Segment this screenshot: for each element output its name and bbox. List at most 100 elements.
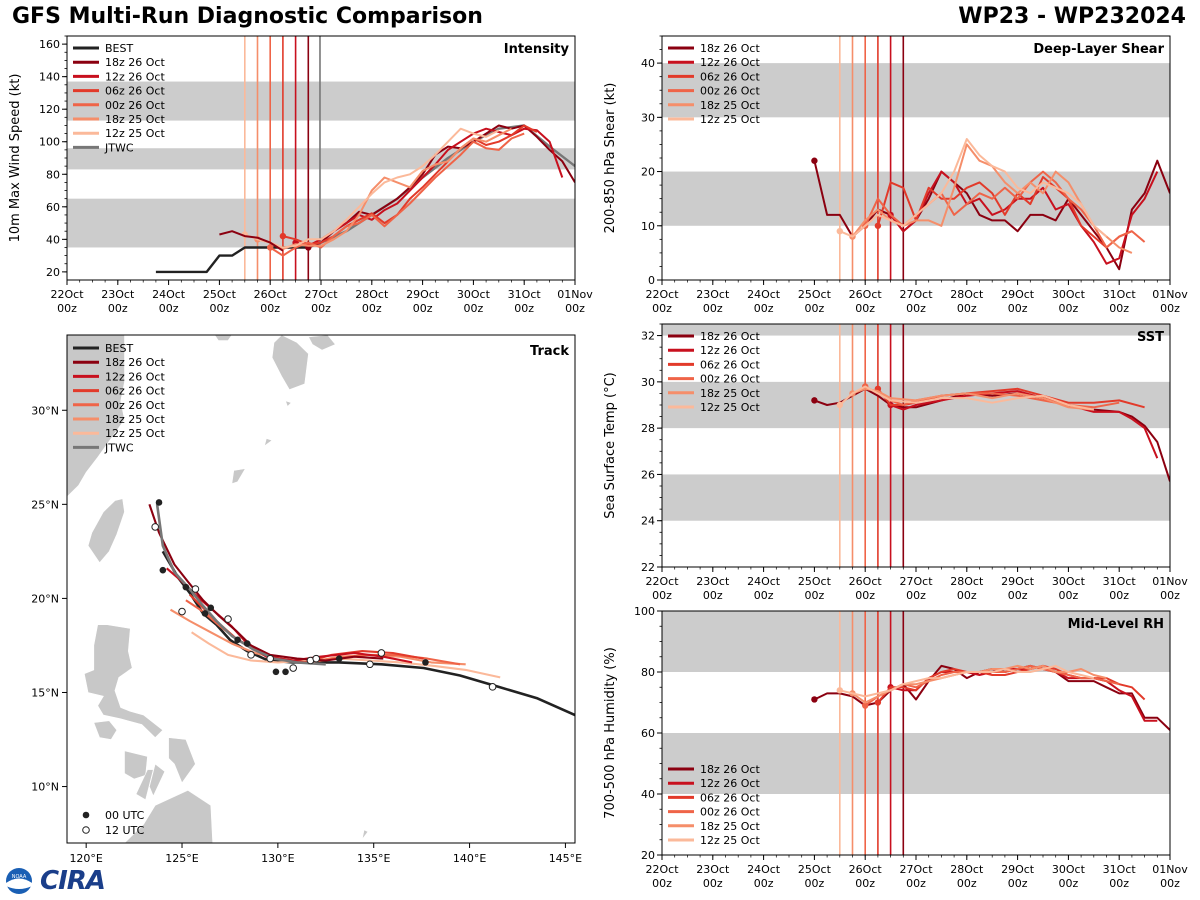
- x-tick-label: 01Nov 00z: [557, 288, 593, 315]
- y-tick-label: 26: [641, 468, 655, 481]
- y-tick-label: 100: [634, 605, 655, 618]
- x-tick-label: 135°E: [357, 852, 390, 865]
- legend-label: 12z 25 Oct: [700, 401, 760, 414]
- x-tick-label: 27Oct 00z: [899, 575, 933, 602]
- shaded-band: [662, 733, 1170, 794]
- land-luzon: [83, 624, 164, 739]
- x-tick-label: 01Nov 00z: [1152, 863, 1188, 890]
- x-tick-label: 31Oct 00z: [508, 288, 542, 315]
- y-tick-label: 40: [641, 788, 655, 801]
- legend-label: 12z 25 Oct: [105, 427, 165, 440]
- run-start-marker: [836, 228, 843, 235]
- legend-label: 12z 26 Oct: [105, 370, 165, 383]
- y-tick-label: 28: [641, 422, 655, 435]
- panel-title: Track: [530, 344, 569, 359]
- y-tick-label: 10: [641, 220, 655, 233]
- y-tick-label: 40: [641, 57, 655, 70]
- legend-label: 18z 25 Oct: [700, 820, 760, 833]
- y-tick-label: 80: [641, 666, 655, 679]
- x-tick-label: 24Oct 00z: [747, 288, 781, 315]
- legend-label: 00z 26 Oct: [105, 99, 165, 112]
- page-title: GFS Multi-Run Diagnostic Comparison: [12, 4, 483, 29]
- legend-label: 18z 26 Oct: [105, 56, 165, 69]
- legend-label: 06z 26 Oct: [700, 791, 760, 804]
- land-palau: [361, 829, 369, 840]
- series-line-pre-run: [219, 230, 284, 252]
- intensity-chart: 20 40 60 80 100 120 140 160 22Oct 00z 23Oct 00z 24Oc…: [8, 35, 593, 315]
- run-start-marker: [862, 702, 869, 709]
- y-tick-label: 20: [641, 166, 655, 179]
- legend-label: 12z 25 Oct: [700, 113, 760, 126]
- x-tick-label: 30Oct 00z: [1052, 575, 1086, 602]
- run-start-marker: [811, 696, 818, 703]
- marker-00utc: [335, 655, 343, 662]
- cira-logo: NOAA CIRA: [4, 866, 106, 896]
- legend-label: 18z 26 Oct: [700, 763, 760, 776]
- land-samar-leyte: [168, 737, 196, 784]
- track-map: 120°E 125°E 130°E 135°E 140°E 145°E 10°N 15°N 20…: [31, 334, 582, 865]
- y-tick-label: 20: [46, 266, 60, 279]
- marker-12utc: [377, 649, 386, 657]
- panel-title: Deep-Layer Shear: [1033, 42, 1164, 57]
- y-tick-label: 0: [648, 274, 655, 287]
- series-line-18z-25-oct: [852, 387, 1094, 411]
- marker-12utc: [178, 607, 186, 616]
- y-tick-label: 15°N: [31, 686, 59, 699]
- x-tick-label: 27Oct 00z: [899, 863, 933, 890]
- y-tick-label: 20: [641, 849, 655, 862]
- legend-label: 12z 26 Oct: [700, 56, 760, 69]
- land-okinawa: [231, 468, 246, 485]
- marker-12utc: [366, 660, 374, 669]
- sst-chart: 22 24 26 28 30 32 22Oct 00z 23Oct 00z 24Oct 00z 25Oc…: [603, 323, 1188, 602]
- marker-00utc: [159, 566, 167, 574]
- legend-label: 06z 26 Oct: [105, 385, 165, 398]
- panel-title: Mid-Level RH: [1068, 617, 1164, 632]
- noaa-logo-badge: NOAA: [12, 874, 27, 880]
- x-tick-label: 26Oct 00z: [254, 288, 288, 315]
- series-line-18z-26-oct: [307, 124, 575, 249]
- legend-label: 06z 26 Oct: [700, 70, 760, 83]
- legend-label: 00z 26 Oct: [700, 373, 760, 386]
- y-tick-label: 30: [641, 111, 655, 124]
- legend-label: BEST: [105, 42, 133, 55]
- x-tick-label: 30Oct 00z: [1052, 863, 1086, 890]
- x-tick-label: 140°E: [453, 852, 486, 865]
- series-line-12z-25-oct: [839, 664, 1095, 698]
- series-line-12z-25-oct: [839, 138, 1108, 238]
- land-palawan: [67, 771, 79, 802]
- shear-chart: 0 10 20 30 40 22Oct 00z 23Oct 00z 24Oct 00z 25Oct 00…: [603, 35, 1188, 315]
- run-start-marker: [279, 232, 287, 240]
- land-mindoro: [93, 720, 118, 740]
- x-tick-label: 31Oct 00z: [1103, 288, 1137, 315]
- x-tick-label: 30Oct 00z: [457, 288, 491, 315]
- legend-label: JTWC: [104, 441, 134, 454]
- legend-label: 12z 26 Oct: [700, 344, 760, 357]
- shaded-band: [662, 474, 1170, 521]
- shaded-band: [67, 81, 575, 121]
- x-tick-label: 25Oct 00z: [798, 575, 832, 602]
- x-tick-label: 23Oct 00z: [101, 288, 135, 315]
- x-tick-label: 22Oct 00z: [645, 288, 679, 315]
- panel-title: SST: [1137, 330, 1164, 345]
- marker-12utc: [191, 585, 200, 593]
- series-line-06z-26-oct: [282, 124, 538, 246]
- y-tick-label: 80: [46, 168, 60, 181]
- x-tick-label: 01Nov 00z: [1152, 288, 1188, 315]
- run-start-marker: [811, 157, 818, 164]
- legend-label: 18z 25 Oct: [700, 99, 760, 112]
- y-tick-label: 160: [39, 38, 60, 51]
- y-tick-label: 60: [46, 201, 60, 214]
- x-tick-label: 23Oct 00z: [696, 288, 730, 315]
- x-tick-label: 26Oct 00z: [849, 863, 883, 890]
- legend-label: 18z 26 Oct: [700, 330, 760, 343]
- run-start-marker: [811, 397, 818, 404]
- legend-label: 00 UTC: [105, 809, 145, 822]
- x-tick-label: 31Oct 00z: [1103, 575, 1137, 602]
- land-kyushu: [271, 335, 309, 390]
- legend-label: 06z 26 Oct: [105, 85, 165, 98]
- legend-label: JTWC: [104, 141, 134, 154]
- x-tick-label: 145°E: [549, 852, 582, 865]
- y-axis-label: 200-850 hPa Shear (kt): [603, 83, 618, 234]
- land-amami: [263, 438, 273, 447]
